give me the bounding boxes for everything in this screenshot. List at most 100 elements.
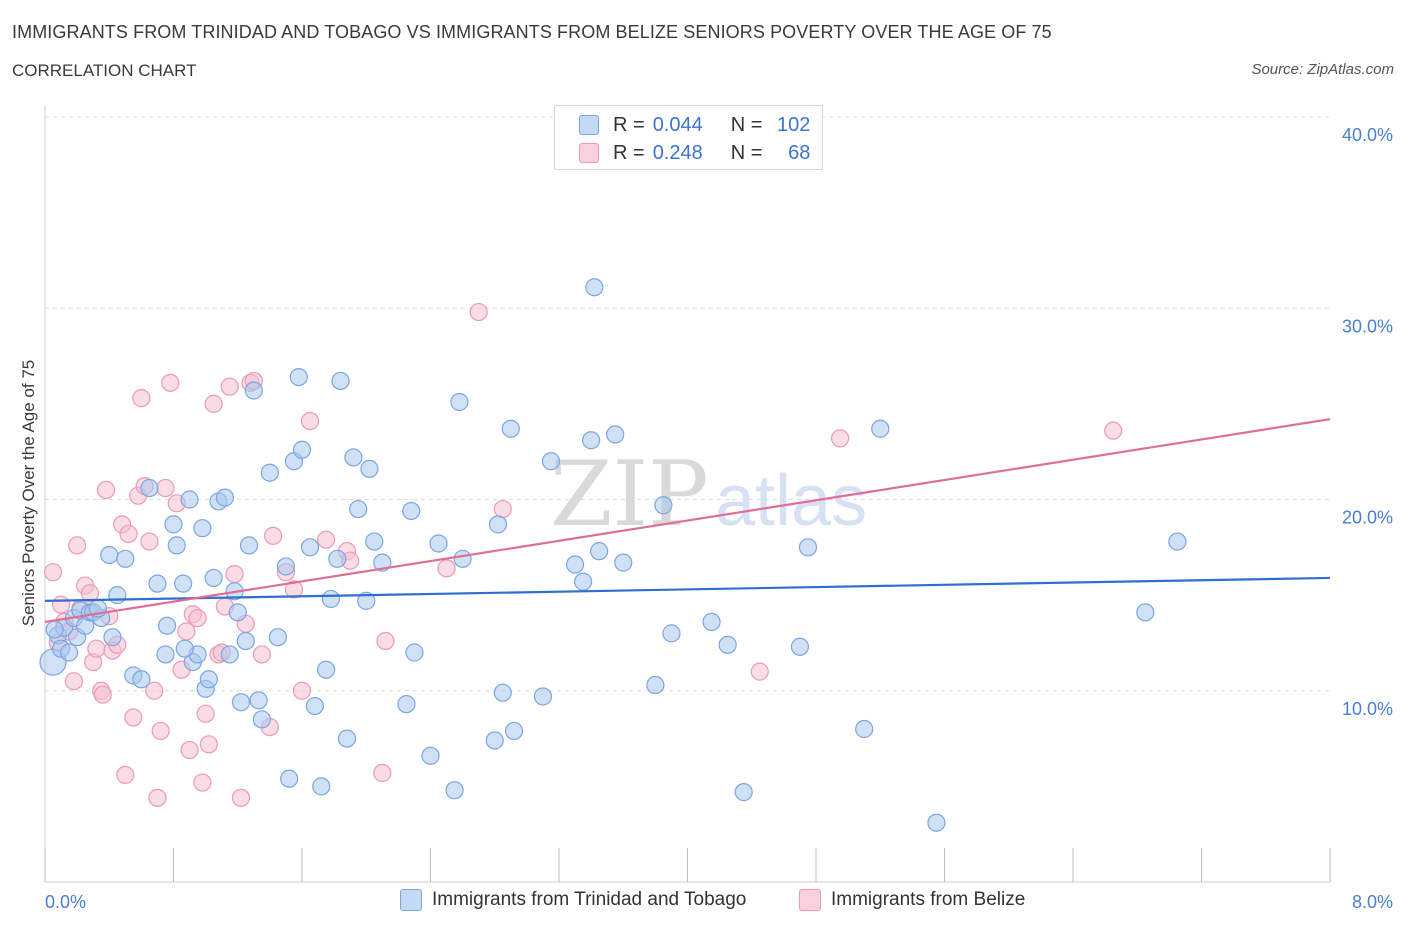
trinidad-point bbox=[855, 719, 874, 739]
belize-point bbox=[316, 530, 336, 549]
belize-point bbox=[300, 411, 320, 431]
trinidad-point bbox=[734, 783, 753, 802]
belize-point bbox=[220, 377, 239, 396]
trinidad-trend-line bbox=[44, 576, 1331, 602]
trinidad-point bbox=[585, 278, 604, 297]
belize-point bbox=[284, 580, 304, 599]
trinidad-point bbox=[174, 574, 193, 593]
trinidad-point bbox=[280, 769, 299, 788]
trinidad-point bbox=[289, 368, 308, 387]
stats-legend-row-trinidad: R = 0.044 N = 102 bbox=[579, 113, 810, 137]
belize-point bbox=[161, 373, 180, 392]
trinidad-point bbox=[268, 628, 288, 647]
n-label: N = bbox=[730, 113, 763, 136]
trinidad-point bbox=[148, 574, 167, 593]
trinidad-point bbox=[614, 553, 633, 572]
belize-point bbox=[231, 788, 251, 807]
belize-point bbox=[87, 639, 106, 658]
belize-point bbox=[225, 564, 244, 584]
x-tick-label-max: 8.0% bbox=[1352, 892, 1393, 912]
trinidad-point bbox=[485, 731, 504, 750]
belize-point bbox=[376, 631, 395, 651]
trinidad-point bbox=[450, 392, 469, 412]
trinidad-point bbox=[488, 515, 508, 534]
trinidad-point bbox=[533, 687, 553, 706]
trinidad-point bbox=[199, 670, 218, 689]
watermark: ZIP atlas bbox=[550, 442, 867, 547]
watermark-atlas: atlas bbox=[715, 461, 867, 541]
blue-swatch bbox=[579, 115, 599, 135]
trinidad-point bbox=[132, 670, 151, 689]
belize-point bbox=[188, 608, 207, 628]
trinidad-point bbox=[164, 515, 183, 534]
y-tick-label: 40.0% bbox=[1342, 125, 1393, 145]
trinidad-point bbox=[405, 643, 424, 662]
r-value: 0.248 bbox=[652, 141, 703, 164]
trinidad-point bbox=[1168, 532, 1187, 551]
trinidad-point bbox=[606, 425, 625, 444]
belize-point bbox=[493, 499, 512, 519]
trinidad-point bbox=[337, 729, 357, 748]
n-value: 102 bbox=[777, 113, 811, 136]
trinidad-point bbox=[108, 586, 127, 605]
belize-point bbox=[119, 524, 138, 544]
trinidad-point bbox=[204, 568, 223, 588]
tick-labels: 10.0% 20.0% 30.0% 40.0% 0.0% 8.0% bbox=[45, 125, 1393, 912]
trinidad-point bbox=[321, 589, 341, 609]
trinidad-point bbox=[357, 591, 376, 610]
bottom-legend-item-trinidad: Immigrants from Trinidad and Tobago bbox=[400, 889, 746, 911]
trinidad-point bbox=[421, 746, 440, 765]
stats-legend: R = 0.044 N = 102 R = 0.248 N = 68 bbox=[554, 105, 823, 170]
trinidad-point bbox=[344, 448, 363, 467]
trinidad-point bbox=[373, 553, 392, 572]
trinidad-point bbox=[397, 695, 416, 714]
y-axis-label: Seniors Poverty Over the Age of 75 bbox=[19, 360, 38, 626]
trinidad-point bbox=[193, 519, 212, 538]
belize-point bbox=[292, 681, 312, 700]
stats-legend-row-belize: R = 0.248 N = 68 bbox=[579, 141, 810, 165]
trinidad-point bbox=[305, 696, 324, 716]
belize-point bbox=[145, 681, 164, 700]
trinidad-point bbox=[276, 557, 296, 576]
pink-swatch bbox=[799, 889, 821, 911]
belize-point bbox=[373, 763, 392, 783]
belize-point bbox=[68, 536, 87, 555]
source-attribution: Source: ZipAtlas.com bbox=[1251, 61, 1394, 78]
legend-label-trinidad: Immigrants from Trinidad and Tobago bbox=[432, 889, 747, 910]
trinidad-point bbox=[582, 431, 601, 450]
trinidad-point bbox=[140, 478, 159, 498]
trinidad-point bbox=[790, 637, 810, 656]
belize-point bbox=[51, 595, 71, 614]
trinidad-point bbox=[927, 813, 946, 832]
pink-swatch bbox=[579, 143, 599, 163]
n-label: N = bbox=[730, 141, 763, 164]
trinidad-point bbox=[292, 440, 312, 459]
y-tick-label: 10.0% bbox=[1342, 699, 1393, 719]
belize-point bbox=[830, 429, 850, 448]
belize-point bbox=[750, 662, 769, 681]
n-value: 68 bbox=[788, 141, 811, 164]
belize-point bbox=[180, 740, 199, 760]
trinidad-point bbox=[312, 777, 331, 796]
trinidad-point bbox=[654, 496, 673, 515]
trinidad-point bbox=[228, 603, 247, 622]
trinidad-point bbox=[453, 549, 472, 568]
trinidad-point bbox=[239, 536, 259, 555]
trinidad-point bbox=[349, 499, 368, 519]
trinidad-point bbox=[236, 631, 255, 651]
trinidad-point bbox=[156, 645, 175, 664]
trinidad-point bbox=[504, 721, 524, 741]
trinidad-point bbox=[260, 463, 279, 482]
trinidad-point bbox=[231, 693, 251, 712]
trinidad-point bbox=[360, 459, 379, 478]
trinidad-point bbox=[541, 452, 561, 471]
belize-point bbox=[193, 773, 212, 792]
trinidad-point bbox=[501, 419, 520, 438]
belize-point bbox=[199, 735, 218, 754]
trinidad-point bbox=[220, 645, 239, 664]
trinidad-point bbox=[871, 419, 890, 438]
trinidad-point bbox=[565, 555, 585, 574]
trinidad-point bbox=[249, 691, 268, 710]
legend-label-belize: Immigrants from Belize bbox=[831, 889, 1026, 910]
